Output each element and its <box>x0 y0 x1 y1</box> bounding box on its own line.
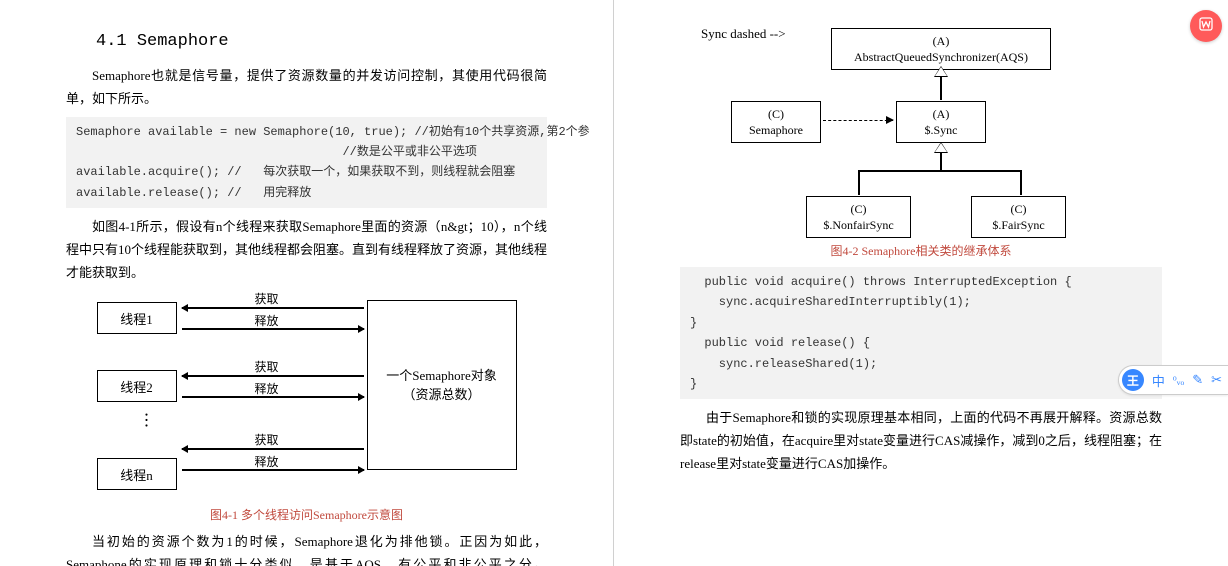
toolbar-logo-icon[interactable]: 王 <box>1122 369 1144 391</box>
class-name: AbstractQueuedSynchronizer(AQS) <box>838 49 1044 65</box>
side-toolbar: 王 中 ᵒᵥₒ ✎ ✂ <box>1118 365 1228 395</box>
class-box-semaphore: (C) Semaphore <box>731 101 821 143</box>
arrow-label: 释放 <box>237 312 297 329</box>
sem-line: 一个Semaphore对象 <box>386 366 496 386</box>
thread-box: 线程1 <box>97 302 177 334</box>
paragraph: 如图4-1所示，假设有n个线程来获取Semaphore里面的资源（n&gt；10… <box>66 216 547 284</box>
section-title-text: Semaphore <box>137 32 229 51</box>
class-box-nonfairsync: (C) $.NonfairSync <box>806 196 911 238</box>
figure-caption: 图4-2 Semaphore相关类的继承体系 <box>644 242 1198 259</box>
document-spread: 4.1 Semaphore Semaphore也就是信号量，提供了资源数量的并发… <box>0 0 1228 566</box>
connector <box>858 170 860 195</box>
figure-4-1: 线程1 线程2 线程n ︙ 一个Semaphore对象 （资源总数） 获取 释放… <box>87 290 527 500</box>
toolbar-item[interactable]: 中 <box>1152 371 1165 390</box>
paragraph: 当初始的资源个数为1的时候，Semaphore退化为排他锁。正因为如此，Sema… <box>66 531 547 566</box>
page-right: (A) AbstractQueuedSynchronizer(AQS) (C) … <box>614 0 1228 566</box>
sem-line: （资源总数） <box>402 385 480 405</box>
arrow-acquire <box>182 307 364 309</box>
thread-box: 线程2 <box>97 370 177 402</box>
class-name: $.FairSync <box>978 217 1059 233</box>
page-left: 4.1 Semaphore Semaphore也就是信号量，提供了资源数量的并发… <box>0 0 614 566</box>
toolbar-cut-icon[interactable]: ✂ <box>1211 372 1222 388</box>
class-name: $.NonfairSync <box>813 217 904 233</box>
arrow-label: 获取 <box>237 431 297 448</box>
inheritance-arrow <box>940 144 942 170</box>
section-number: 4.1 <box>96 32 127 51</box>
toolbar-edit-icon[interactable]: ✎ <box>1192 372 1203 388</box>
paragraph: Semaphore也就是信号量，提供了资源数量的并发访问控制，其使用代码很简单，… <box>66 65 547 111</box>
class-box-fairsync: (C) $.FairSync <box>971 196 1066 238</box>
dependency-arrow <box>823 120 893 121</box>
arrow-label: 获取 <box>237 358 297 375</box>
arrow-acquire <box>182 375 364 377</box>
stereotype: (A) <box>903 106 979 122</box>
connector <box>1020 170 1022 195</box>
semaphore-box: 一个Semaphore对象 （资源总数） <box>367 300 517 470</box>
arrow-label: 释放 <box>237 380 297 397</box>
thread-box: 线程n <box>97 458 177 490</box>
stereotype: (C) <box>813 201 904 217</box>
stereotype: (A) <box>838 33 1044 49</box>
code-block: Semaphore available = new Semaphore(10, … <box>66 117 547 209</box>
section-heading: 4.1 Semaphore <box>96 32 583 51</box>
class-box-aqs: (A) AbstractQueuedSynchronizer(AQS) <box>831 28 1051 70</box>
figure-4-2: (A) AbstractQueuedSynchronizer(AQS) (C) … <box>701 26 1141 236</box>
class-name: $.Sync <box>903 122 979 138</box>
stereotype: (C) <box>738 106 814 122</box>
vertical-ellipsis: ︙ <box>132 412 156 428</box>
arrow-label: 释放 <box>237 453 297 470</box>
code-block: public void acquire() throws Interrupted… <box>680 267 1162 399</box>
arrow-label: 获取 <box>237 290 297 307</box>
badge-letter <box>1198 16 1214 36</box>
toolbar-item[interactable]: ᵒᵥₒ <box>1173 372 1184 388</box>
class-box-sync: (A) $.Sync <box>896 101 986 143</box>
connector <box>858 170 1021 172</box>
wps-badge-icon[interactable] <box>1190 10 1222 42</box>
stereotype: (C) <box>978 201 1059 217</box>
inheritance-arrow <box>940 68 942 100</box>
arrow-acquire <box>182 448 364 450</box>
class-name: Semaphore <box>738 122 814 138</box>
figure-caption: 图4-1 多个线程访问Semaphore示意图 <box>30 506 583 523</box>
paragraph: 由于Semaphore和锁的实现原理基本相同，上面的代码不再展开解释。资源总数即… <box>680 407 1162 475</box>
